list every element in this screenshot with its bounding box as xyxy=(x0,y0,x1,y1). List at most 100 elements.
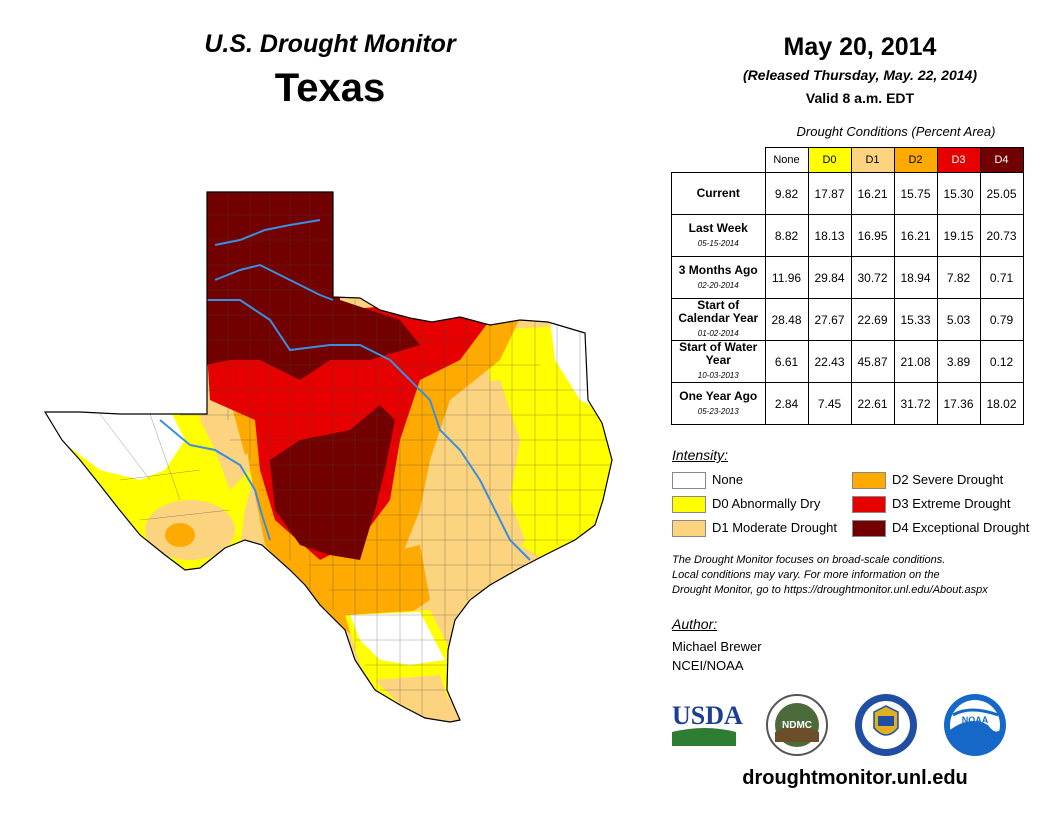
row-date: 01-02-2014 xyxy=(697,329,739,338)
legend-label: D1 Moderate Drought xyxy=(712,520,838,535)
table-cell: 7.82 xyxy=(936,256,981,299)
row-label-text: 3 Months Ago xyxy=(678,262,758,277)
table-cell: 7.45 xyxy=(807,382,852,425)
row-date: 05-15-2014 xyxy=(697,238,739,248)
usda-logo: USDA xyxy=(672,701,743,746)
row-label: Current xyxy=(671,172,766,215)
table-cell: 3.89 xyxy=(936,340,981,383)
table-cell: 18.02 xyxy=(979,382,1024,425)
table-cell: 15.33 xyxy=(893,298,938,341)
table-cell: 17.36 xyxy=(936,382,981,425)
table-cell: 22.43 xyxy=(807,340,852,383)
row-date: 02-20-2014 xyxy=(697,280,739,290)
table-cell: 16.21 xyxy=(893,214,938,257)
row-label: 3 Months Ago 02-20-2014 xyxy=(671,256,766,299)
table-cell: 19.15 xyxy=(936,214,981,257)
drought-conditions-table: None D0 D1 D2 D3 D4 Current 9.82 17.87 1… xyxy=(671,147,1024,425)
usda-logo-text: USDA xyxy=(672,701,743,730)
commerce-seal-logo xyxy=(855,694,917,756)
legend-swatch-d2 xyxy=(852,472,886,489)
map-subtitle: U.S. Drought Monitor xyxy=(204,30,456,58)
county-lines xyxy=(99,192,610,715)
table-cell: 2.84 xyxy=(764,382,809,425)
author-info: Michael Brewer NCEI/NOAA xyxy=(672,637,762,675)
valid-time: Valid 8 a.m. EDT xyxy=(805,90,915,106)
legend-swatch-d3 xyxy=(852,496,886,513)
author-org: NCEI/NOAA xyxy=(672,658,744,673)
legend-label: D4 Exceptional Drought xyxy=(892,520,1030,535)
table-row: Start of Calendar Year 01-02-2014 28.48 2… xyxy=(671,298,1024,341)
texas-outline xyxy=(43,191,613,723)
table-row: Start of Water Year 10-03-2013 6.61 22.43… xyxy=(671,340,1024,383)
footer-url[interactable]: droughtmonitor.unl.edu xyxy=(742,767,968,789)
table-cell: 45.87 xyxy=(850,340,895,383)
row-label: Start of Calendar Year 01-02-2014 xyxy=(671,298,766,341)
rivers xyxy=(159,219,531,561)
legend: None D0 Abnormally Dry D1 Moderate Droug… xyxy=(672,470,1052,542)
table-cell: 16.21 xyxy=(850,172,895,215)
col-header-d1: D1 xyxy=(850,147,895,173)
table-cell: 30.72 xyxy=(850,256,895,299)
map-date: May 20, 2014 xyxy=(783,33,937,61)
row-label-text: Start of Water Year xyxy=(679,340,758,367)
row-label: One Year Ago 05-23-2013 xyxy=(671,382,766,425)
release-date: (Released Thursday, May. 22, 2014) xyxy=(743,67,977,83)
table-cell: 5.03 xyxy=(936,298,981,341)
noaa-logo-text: NOAA xyxy=(962,715,989,725)
table-cell: 29.84 xyxy=(807,256,852,299)
legend-title: Intensity: xyxy=(672,447,729,463)
table-cell: 20.73 xyxy=(979,214,1024,257)
row-label: Last Week 05-15-2014 xyxy=(671,214,766,257)
table-row: 3 Months Ago 02-20-2014 11.96 29.84 30.72… xyxy=(671,256,1024,299)
legend-label: None xyxy=(712,472,744,487)
legend-swatch-none xyxy=(672,472,706,489)
row-date: 10-03-2013 xyxy=(697,371,739,380)
row-label-text: Start of Calendar Year xyxy=(678,298,759,325)
legend-label: D0 Abnormally Dry xyxy=(712,496,821,511)
usda-logo-hills xyxy=(672,728,736,746)
row-label-text: One Year Ago xyxy=(679,388,758,403)
none-area-south xyxy=(350,612,445,665)
row-date: 05-23-2013 xyxy=(697,406,739,416)
note-line: Local conditions may vary. For more info… xyxy=(672,569,940,581)
legend-label: D2 Severe Drought xyxy=(892,472,1004,487)
table-cell: 0.12 xyxy=(979,340,1024,383)
table-cell: 21.08 xyxy=(893,340,938,383)
col-header-d3: D3 xyxy=(936,147,981,173)
disclaimer-note: The Drought Monitor focuses on broad-sca… xyxy=(672,553,1052,598)
table-cell: 9.82 xyxy=(764,172,809,215)
table-cell: 0.71 xyxy=(979,256,1024,299)
row-label: Start of Water Year 10-03-2013 xyxy=(671,340,766,383)
conditions-table-title: Drought Conditions (Percent Area) xyxy=(796,124,996,139)
drought-areas xyxy=(45,192,612,722)
author-name: Michael Brewer xyxy=(672,639,762,654)
legend-label: D3 Extreme Drought xyxy=(892,496,1011,511)
table-cell: 18.13 xyxy=(807,214,852,257)
note-line: Drought Monitor, go to https://droughtmo… xyxy=(672,584,988,596)
table-cell: 25.05 xyxy=(979,172,1024,215)
table-cell: 15.75 xyxy=(893,172,938,215)
legend-swatch-d1 xyxy=(672,520,706,537)
col-header-d4: D4 xyxy=(979,147,1024,173)
table-cell: 28.48 xyxy=(764,298,809,341)
row-label-text: Current xyxy=(696,186,740,200)
ndmc-logo-text: NDMC xyxy=(782,720,812,731)
table-cell: 8.82 xyxy=(764,214,809,257)
table-corner xyxy=(672,148,766,173)
noaa-logo: NOAA xyxy=(944,694,1006,756)
table-cell: 22.61 xyxy=(850,382,895,425)
table-cell: 22.69 xyxy=(850,298,895,341)
texas-drought-map xyxy=(43,191,613,723)
table-cell: 15.30 xyxy=(936,172,981,215)
col-header-none: None xyxy=(764,147,809,173)
col-header-d2: D2 xyxy=(893,147,938,173)
table-header-row: None D0 D1 D2 D3 D4 xyxy=(672,147,1024,173)
table-cell: 17.87 xyxy=(807,172,852,215)
partner-logos: USDA NDMC NOAA xyxy=(672,694,1006,756)
row-label-text: Last Week xyxy=(688,220,748,235)
col-header-d0: D0 xyxy=(807,147,852,173)
table-row: Last Week 05-15-2014 8.82 18.13 16.95 16.… xyxy=(671,214,1024,257)
none-area-west xyxy=(45,400,185,480)
ndmc-logo: NDMC xyxy=(766,694,828,756)
table-row: One Year Ago 05-23-2013 2.84 7.45 22.61 3… xyxy=(671,382,1024,425)
